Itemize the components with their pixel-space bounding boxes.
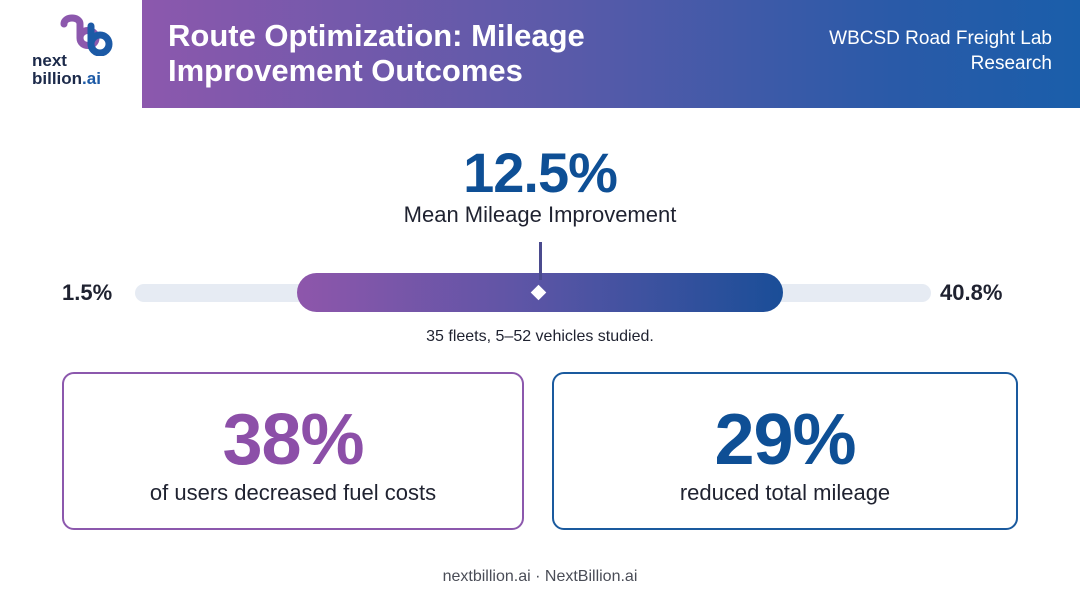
source-label: WBCSD Road Freight Lab Research bbox=[829, 28, 1052, 74]
stat-card-value: 38% bbox=[222, 400, 364, 480]
stat-card-label: of users decreased fuel costs bbox=[149, 480, 437, 505]
range-max-label: 40.8% bbox=[940, 280, 1003, 305]
stat-card-fuel-costs: 38% of users decreased fuel costs bbox=[62, 372, 524, 530]
logo: next billion.ai bbox=[0, 0, 142, 108]
logo-wordmark: next billion.ai bbox=[32, 52, 101, 88]
stat-card-label: reduced total mileage bbox=[679, 480, 891, 505]
logo-line2-main: billion bbox=[32, 69, 83, 88]
logo-line2: billion.ai bbox=[32, 70, 101, 88]
mean-improvement-label: Mean Mileage Improvement bbox=[403, 202, 677, 227]
page-title: Route Optimization: Mileage Improvement … bbox=[168, 18, 585, 88]
mean-marker-line bbox=[539, 242, 542, 280]
range-note: 35 fleets, 5–52 vehicles studied. bbox=[426, 328, 654, 345]
logo-line2-suffix: .ai bbox=[82, 69, 101, 88]
range-min-label: 1.5% bbox=[62, 280, 113, 305]
stat-card-value: 29% bbox=[714, 400, 856, 480]
logo-line1: next bbox=[32, 51, 67, 70]
mean-improvement-value: 12.5% bbox=[463, 141, 618, 204]
footer-credit: nextbillion.ai · NextBillion.ai bbox=[442, 568, 638, 585]
stat-card-mileage: 29% reduced total mileage bbox=[552, 372, 1018, 530]
nextbillion-logo-icon bbox=[60, 14, 113, 56]
header-banner: Route Optimization: Mileage Improvement … bbox=[142, 0, 1080, 108]
